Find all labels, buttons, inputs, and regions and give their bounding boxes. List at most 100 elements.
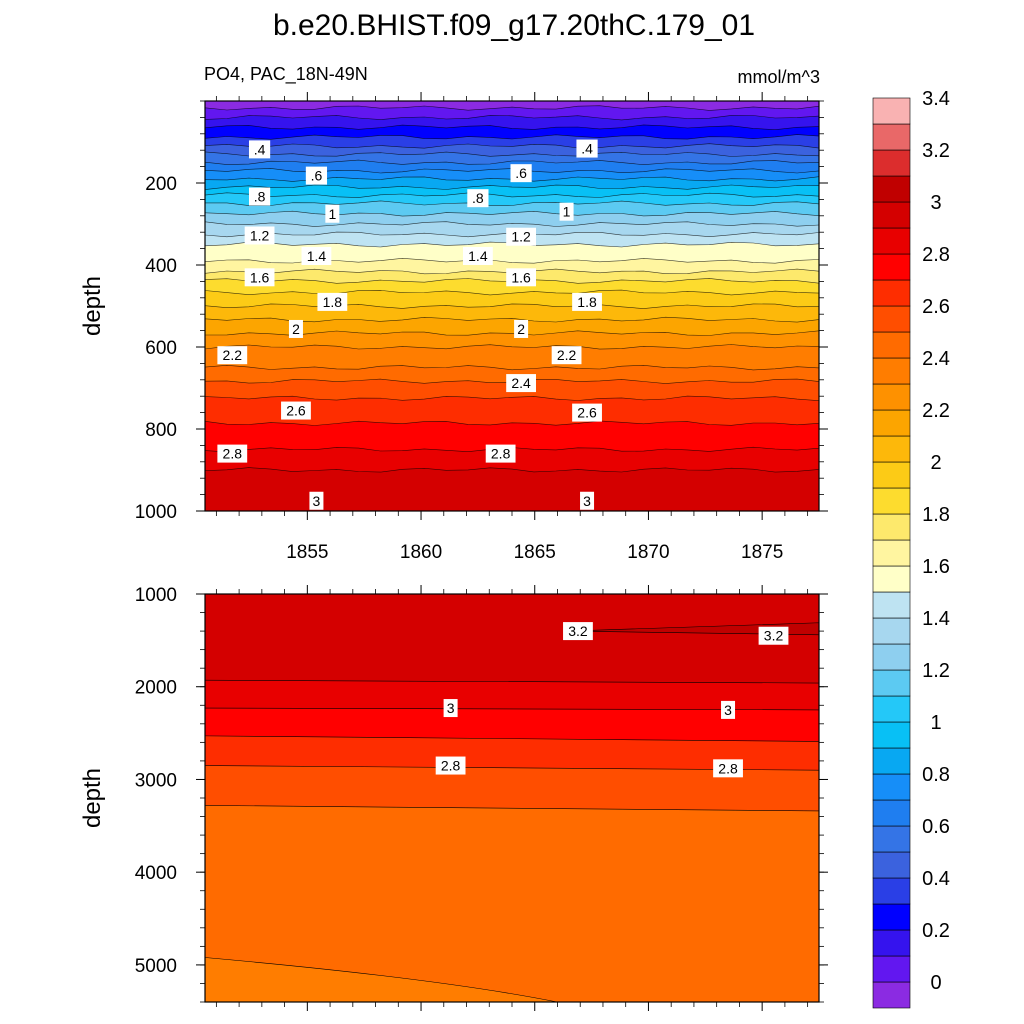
colorbar-swatch (872, 123, 911, 151)
upper-contour-label: 2.8 (217, 444, 248, 463)
colorbar-swatch (872, 565, 911, 593)
colorbar-label: 0.8 (922, 764, 950, 786)
upper-contour-label: 1.4 (301, 246, 332, 265)
y-tick-label: 3000 (135, 770, 177, 791)
upper-contour-0.5 (205, 143, 819, 149)
y-tick-label: 400 (145, 256, 177, 277)
lower-band-2.6 (205, 957, 558, 1002)
lower-contour-2.6 (205, 957, 559, 1002)
colorbar-swatch (872, 97, 911, 125)
colorbar-label: 2.4 (922, 348, 950, 370)
svg-text:.4: .4 (581, 141, 593, 157)
x-tick-label: 1875 (741, 542, 783, 563)
upper-contour-label: .4 (248, 140, 271, 159)
lower-y-axis-label: depth (79, 768, 106, 828)
upper-contour-label: 2.8 (485, 444, 516, 463)
upper-contour-0.4 (205, 134, 819, 140)
upper-contour-2.7 (205, 395, 819, 401)
colorbar-swatch (872, 279, 911, 307)
upper-contour-0.6 (205, 151, 819, 157)
lower-contour-lines (205, 622, 819, 1002)
svg-text:2.6: 2.6 (286, 403, 306, 419)
svg-text:2.8: 2.8 (491, 446, 511, 462)
lower-contour-2.9 (205, 735, 819, 742)
chart-units: mmol/m^3 (738, 67, 820, 87)
y-tick-label: 600 (145, 338, 177, 359)
upper-axis-ticks: 200 400 600 800 1000 1855 1860 1865 1870 1875 (135, 92, 828, 563)
svg-text:.6: .6 (311, 168, 323, 184)
svg-text:2.2: 2.2 (557, 347, 577, 363)
chart-title: b.e20.BHIST.f09_g17.20thC.179_01 (273, 9, 755, 42)
upper-contour-label: 2 (288, 319, 303, 338)
lower-contour-3.1 (205, 679, 819, 684)
upper-contour-label: 1 (559, 202, 574, 221)
colorbar-swatch (872, 617, 911, 645)
upper-contour-0.7 (205, 159, 819, 166)
upper-contour-2.0 (205, 289, 819, 296)
x-tick-label: 1870 (627, 542, 669, 563)
upper-contour-2.2 (205, 316, 819, 323)
x-tick-label: 1865 (514, 542, 556, 563)
upper-contour-label: 3 (580, 491, 595, 510)
colorbar-swatch (872, 929, 911, 957)
colorbar-swatch (872, 435, 911, 463)
colorbar-swatch (872, 409, 911, 437)
colorbar-label: 3.4 (922, 88, 950, 110)
upper-contour-2.8 (205, 420, 819, 426)
y-tick-label: 1000 (135, 502, 177, 523)
lower-axis-ticks: 1000 2000 3000 4000 5000 (135, 585, 828, 1011)
colorbar-swatch (872, 149, 911, 177)
svg-text:2.8: 2.8 (223, 446, 243, 462)
colorbar-label: 3.2 (922, 140, 950, 162)
upper-contour-0.2 (205, 115, 819, 121)
lower-contour-label: 3.2 (563, 622, 593, 641)
svg-text:1.6: 1.6 (511, 269, 531, 285)
y-tick-label: 4000 (135, 863, 177, 884)
upper-contour-label: .8 (467, 189, 489, 208)
svg-text:2.8: 2.8 (441, 758, 461, 774)
upper-contour-label: 2.2 (217, 346, 248, 365)
upper-contour-label: .8 (248, 187, 271, 206)
colorbar-label: 2.2 (922, 400, 950, 422)
svg-text:1: 1 (563, 204, 571, 220)
colorbar-label: 1.6 (922, 556, 950, 578)
lower-field (205, 594, 819, 1002)
upper-contour-1.0 (205, 184, 819, 190)
svg-text:.6: .6 (515, 165, 527, 181)
svg-text:1: 1 (328, 206, 336, 222)
y-tick-label: 200 (145, 174, 177, 195)
upper-contour-1.4 (205, 221, 819, 227)
colorbar-swatch (872, 669, 911, 697)
lower-panel: 3.2 3.2 3 3 2.8 2.8 1000 2000 3000 4000 5000 dept… (79, 585, 828, 1011)
colorbar-label: 0.4 (922, 868, 950, 890)
svg-text:2.2: 2.2 (223, 347, 243, 363)
colorbar-swatch (872, 357, 911, 385)
upper-contour-label: 2.6 (572, 403, 602, 422)
upper-contour-label: 1.8 (317, 292, 348, 311)
svg-text:2.4: 2.4 (511, 375, 531, 391)
svg-text:3: 3 (583, 493, 591, 509)
svg-text:1.4: 1.4 (468, 248, 488, 264)
svg-text:3: 3 (724, 702, 732, 718)
colorbar-swatch (872, 877, 911, 905)
svg-text:2: 2 (517, 321, 525, 337)
lower-band-2.7 (205, 805, 819, 1002)
colorbar-label: 2.6 (922, 296, 950, 318)
svg-text:.4: .4 (254, 141, 266, 157)
colorbar-swatch (872, 227, 911, 255)
svg-text:1.2: 1.2 (511, 229, 531, 245)
colorbar-swatch (872, 201, 911, 229)
lower-contour-2.7 (205, 805, 819, 812)
upper-contour-label: .6 (510, 164, 532, 183)
lower-contour-label: 3 (721, 700, 736, 719)
colorbar-swatch (872, 539, 911, 567)
colorbar-swatch (872, 513, 911, 541)
svg-text:3.2: 3.2 (568, 623, 588, 639)
colorbar-swatch (872, 253, 911, 281)
colorbar-swatch (872, 799, 911, 827)
colorbar-swatch (872, 487, 911, 515)
svg-text:.8: .8 (254, 189, 266, 205)
upper-contour-3.0 (205, 467, 819, 473)
colorbar-label: 1.2 (922, 660, 950, 682)
